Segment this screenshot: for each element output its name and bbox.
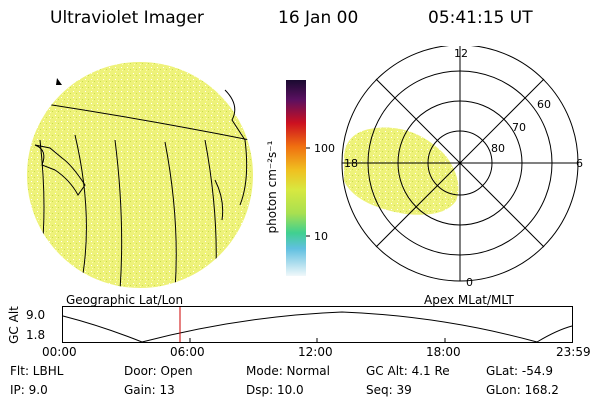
timeline-xtick-0600: 06:00 bbox=[170, 345, 205, 359]
lat-lon-grid bbox=[27, 99, 253, 288]
status-ip: IP: 9.0 bbox=[10, 383, 48, 397]
timeline-axis-label: GC Alt bbox=[7, 306, 21, 344]
status-mode: Mode: Normal bbox=[246, 364, 330, 378]
altitude-timeline bbox=[62, 306, 573, 343]
status-glat: GLat: -54.9 bbox=[486, 364, 553, 378]
mlt-label-12: 12 bbox=[454, 47, 468, 60]
mlt-label-18: 18 bbox=[344, 157, 358, 170]
coastline bbox=[34, 144, 86, 196]
geographic-caption: Geographic Lat/Lon bbox=[66, 293, 184, 307]
altitude-curve bbox=[62, 311, 573, 343]
timeline-xtick-0000: 00:00 bbox=[42, 345, 77, 359]
mlt-label-0: 0 bbox=[466, 276, 473, 289]
timeline-xtick-2359: 23:59 bbox=[556, 345, 591, 359]
status-gc-alt: GC Alt: 4.1 Re bbox=[366, 364, 450, 378]
app-title: Ultraviolet Imager bbox=[50, 8, 204, 28]
lat-label-80: 80 bbox=[491, 142, 505, 155]
timeline-xtick-1800: 18:00 bbox=[426, 345, 461, 359]
colorbar-unit-label: photon cm⁻²s⁻¹ bbox=[265, 140, 279, 234]
polar-plot bbox=[341, 46, 579, 282]
date-label: 16 Jan 00 bbox=[278, 8, 359, 28]
timeline-xtick-1200: 12:00 bbox=[298, 345, 333, 359]
status-door: Door: Open bbox=[124, 364, 193, 378]
lat-label-70: 70 bbox=[512, 121, 526, 134]
colorbar bbox=[286, 80, 310, 276]
lat-label-60: 60 bbox=[537, 98, 551, 111]
timeline-ytick-1-8: 1.8 bbox=[26, 328, 46, 342]
colorbar-tick-100: 100 bbox=[314, 142, 335, 155]
timeline-ytick-9: 9.0 bbox=[26, 308, 46, 322]
status-gain: Gain: 13 bbox=[124, 383, 175, 397]
status-seq: Seq: 39 bbox=[366, 383, 412, 397]
earth-disc bbox=[27, 62, 253, 288]
time-label: 05:41:15 UT bbox=[428, 8, 533, 28]
status-glon: GLon: 168.2 bbox=[486, 383, 559, 397]
geographic-image bbox=[27, 62, 253, 288]
status-flt: Flt: LBHL bbox=[10, 364, 64, 378]
mlt-label-6: 6 bbox=[576, 157, 583, 170]
auroral-oval bbox=[344, 127, 459, 215]
status-dsp: Dsp: 10.0 bbox=[246, 383, 304, 397]
apex-caption: Apex MLat/MLT bbox=[424, 293, 514, 307]
colorbar-tick-10: 10 bbox=[314, 230, 328, 243]
